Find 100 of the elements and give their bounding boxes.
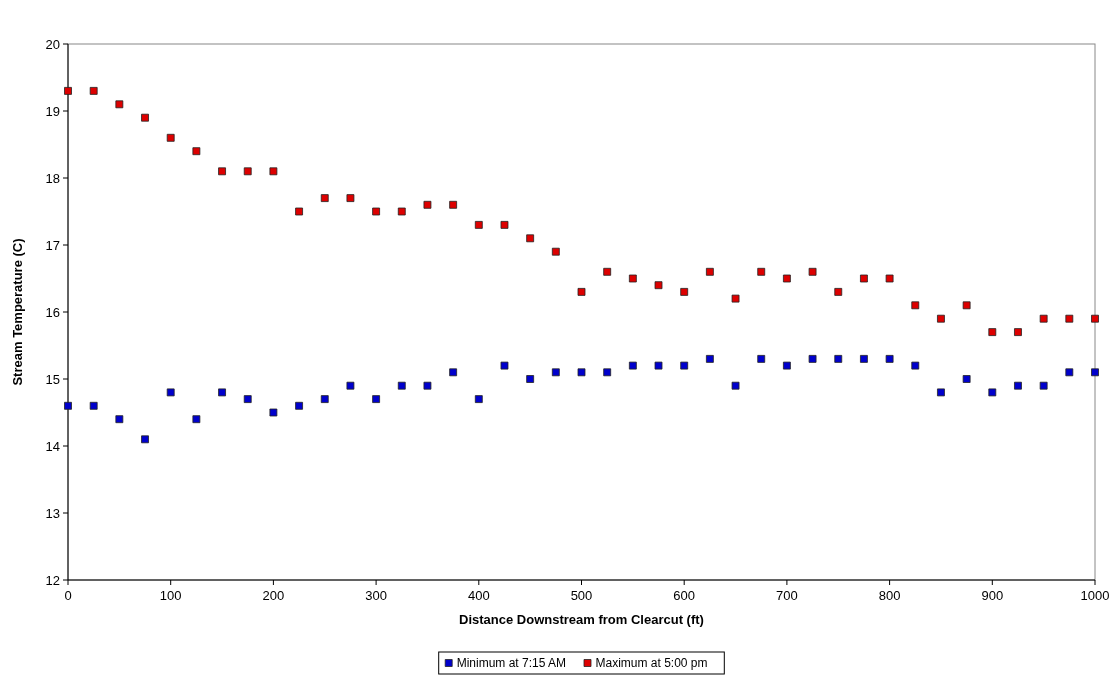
x-tick-label: 300 — [365, 588, 387, 603]
point — [834, 288, 843, 296]
x-tick-label: 0 — [64, 588, 72, 603]
point — [474, 395, 483, 403]
point — [320, 395, 329, 403]
point — [988, 388, 997, 397]
point — [885, 355, 894, 363]
y-tick-label: 18 — [45, 170, 60, 186]
point — [372, 395, 380, 403]
x-tick-label: 900 — [981, 588, 1004, 603]
point — [166, 133, 175, 142]
x-tick-label: 200 — [262, 588, 285, 603]
y-tick-label: 13 — [45, 505, 60, 521]
point — [192, 415, 201, 424]
point — [295, 207, 303, 216]
point — [1091, 368, 1099, 377]
point — [962, 375, 971, 383]
point — [474, 221, 483, 229]
point — [1065, 368, 1074, 377]
point — [269, 167, 278, 176]
y-tick-label: 12 — [45, 572, 60, 588]
point — [115, 415, 124, 424]
y-axis-title: Stream Temperature (C) — [10, 238, 25, 386]
point — [500, 361, 509, 370]
x-tick-label: 800 — [878, 588, 901, 603]
point — [64, 401, 72, 410]
point — [89, 87, 98, 95]
point — [192, 147, 201, 156]
point — [783, 274, 791, 283]
point — [141, 435, 149, 444]
point — [526, 375, 535, 383]
point — [757, 267, 766, 276]
point — [449, 200, 458, 209]
point — [1014, 328, 1022, 336]
legend-label: Maximum at 5:00 pm — [595, 656, 708, 671]
point — [962, 301, 971, 310]
point — [64, 87, 72, 95]
point — [680, 361, 689, 370]
point — [243, 167, 252, 176]
point — [218, 388, 226, 397]
point — [731, 381, 740, 390]
point — [115, 100, 124, 109]
point — [1039, 381, 1048, 390]
point — [705, 355, 714, 363]
point — [346, 194, 355, 202]
legend-label: Minimum at 7:15 AM — [456, 656, 567, 671]
point — [346, 381, 355, 390]
y-tick-label: 16 — [45, 304, 60, 320]
point — [500, 221, 509, 229]
point — [372, 207, 380, 216]
x-axis-title: Distance Downstream from Clearcut (ft) — [459, 612, 704, 627]
y-tick-label: 15 — [45, 371, 60, 387]
point — [1091, 314, 1099, 323]
point — [937, 388, 945, 397]
point — [603, 267, 612, 276]
x-tick-label: 700 — [776, 588, 798, 603]
point — [911, 301, 920, 310]
point — [141, 113, 149, 122]
point — [269, 408, 278, 417]
point — [628, 274, 637, 283]
point — [654, 361, 663, 370]
point — [757, 355, 766, 363]
point — [577, 368, 586, 377]
y-tick-label: 19 — [45, 103, 60, 119]
y-tick-label: 20 — [45, 36, 60, 52]
x-tick-label: 100 — [159, 588, 182, 603]
point — [731, 294, 740, 303]
point — [397, 381, 406, 390]
x-tick-label: 500 — [570, 588, 593, 603]
x-tick-label: 1000 — [1080, 588, 1110, 603]
point — [628, 361, 637, 370]
point — [705, 267, 714, 276]
point — [89, 401, 98, 410]
point — [320, 194, 329, 202]
point — [166, 388, 175, 397]
point — [654, 281, 663, 290]
y-tick-label: 14 — [45, 438, 60, 454]
point — [680, 288, 689, 296]
point — [295, 401, 303, 410]
point — [551, 247, 560, 256]
point — [603, 368, 612, 377]
point — [1039, 314, 1048, 323]
point — [783, 361, 791, 370]
point — [423, 200, 432, 209]
point — [860, 274, 868, 283]
point — [449, 368, 458, 377]
point — [1065, 314, 1074, 323]
point — [551, 368, 560, 377]
point — [937, 314, 945, 323]
point — [860, 355, 868, 363]
point — [397, 207, 406, 216]
point — [526, 234, 535, 243]
point — [243, 395, 252, 403]
point — [808, 355, 817, 363]
x-tick-label: 600 — [673, 588, 696, 603]
point — [218, 167, 226, 176]
x-tick-label: 400 — [467, 588, 490, 603]
y-tick-label: 17 — [45, 237, 60, 253]
point — [834, 355, 843, 363]
point — [1014, 381, 1022, 390]
